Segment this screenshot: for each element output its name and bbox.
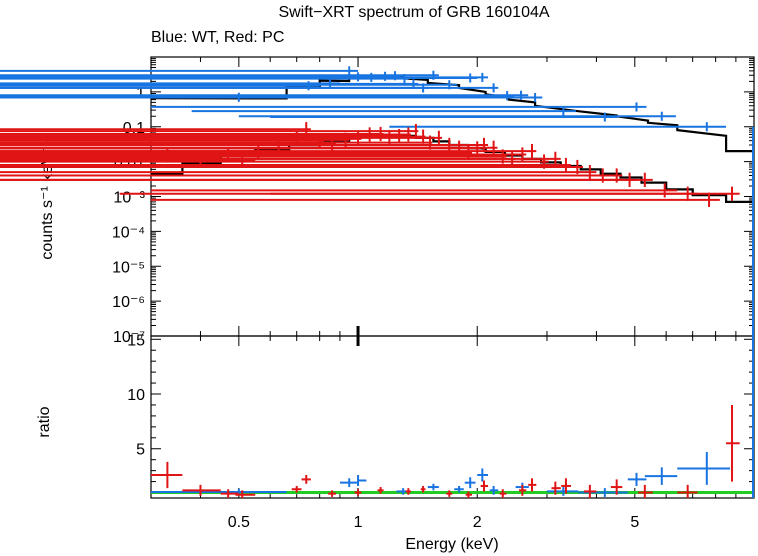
pc-data-point [151, 183, 678, 198]
pc-data-point [151, 192, 720, 207]
pc-ratio-point [551, 481, 561, 495]
wt-ratio-point [644, 467, 678, 485]
pc-ratio-point [328, 490, 337, 497]
x-tick-label: 5 [630, 514, 639, 531]
y-tick-label: 10⁻⁶ [112, 294, 145, 311]
pc-ratio-point [465, 491, 472, 498]
pc-data-point [0, 165, 597, 180]
pc-data-point [270, 186, 740, 201]
x-tick-label: 2 [473, 514, 482, 531]
chart-subtitle: Blue: WT, Red: PC [151, 29, 285, 46]
pc-ratio-point [499, 489, 507, 498]
ratio-frame [150, 335, 755, 499]
pc-data-point [0, 137, 489, 153]
wt-data-point [0, 92, 543, 103]
pc-ratio-point [291, 485, 302, 493]
wt-ratio-point [454, 485, 464, 493]
wt-data-point [389, 122, 727, 132]
pc-ratio-point [726, 404, 740, 482]
ratio-panel: 0.5 1 2 5 5 10 15 [127, 126, 755, 531]
pc-data-point [0, 127, 411, 142]
y-tick-label: 5 [136, 442, 145, 459]
pc-ratio-point [220, 489, 239, 498]
model-line [150, 74, 754, 153]
y-tick-label: 10⁻⁴ [112, 224, 145, 241]
pc-ratio-point [638, 484, 653, 498]
wt-ratio-point [477, 468, 489, 482]
wt-data-point [238, 111, 676, 121]
pc-data-point [0, 144, 537, 159]
pc-ratio-point [677, 484, 698, 498]
y-tick-label: 10⁻⁵ [112, 259, 145, 276]
wt-ratio-point [489, 485, 499, 495]
wt-data-point [0, 72, 489, 82]
pc-ratio-point [420, 485, 426, 493]
pc-data-point [0, 172, 653, 187]
x-axis-label: Energy (keV) [405, 536, 499, 553]
wt-ratio-point [627, 472, 647, 486]
pc-data-point [0, 151, 561, 166]
pc-ratio-point [354, 489, 362, 496]
pc-ratio-point [182, 484, 221, 496]
pc-ratio-point [528, 478, 537, 492]
wt-ratio-point [546, 487, 579, 496]
pc-data-point [0, 140, 498, 155]
wt-ratio-point [677, 452, 731, 485]
pc-ratio-point [151, 461, 183, 489]
wt-data-point [0, 83, 499, 93]
wt-ratio-point [578, 488, 628, 497]
pc-ratio-point [301, 475, 311, 484]
pc-data-point [0, 130, 443, 145]
pc-ratio-point [235, 490, 256, 498]
wt-data-point [151, 102, 647, 112]
pc-ratio-point [519, 484, 527, 496]
wt-ratio-point [464, 477, 476, 489]
wt-ratio-point [427, 483, 439, 491]
pc-data-point [0, 157, 571, 173]
pc-ratio-point [561, 478, 571, 494]
pc-data-point [0, 129, 426, 144]
wt-ratio-point [357, 475, 367, 486]
pc-ratio-point [480, 480, 489, 492]
y-tick-label: 1 [136, 85, 145, 102]
pc-ratio-point [377, 487, 384, 494]
pc-ratio-point [583, 484, 597, 498]
pc-ratio-point [446, 490, 453, 497]
pc-ratio-point [610, 479, 623, 495]
wt-data-point [0, 66, 359, 76]
y-tick-label: 10 [127, 387, 145, 404]
y-tick-label: 10⁻⁷ [113, 329, 145, 346]
chart-title: Swift−XRT spectrum of GRB 160104A [278, 4, 550, 21]
wt-ratio-point [339, 478, 359, 488]
pc-ratio-point [405, 488, 411, 495]
y-tick-label: 10⁻³ [113, 190, 145, 207]
y-tick-label: 15 [127, 332, 145, 349]
x-tick-label: 0.5 [228, 514, 250, 531]
x-tick-label: 1 [354, 514, 363, 531]
wt-data-point [191, 106, 576, 116]
